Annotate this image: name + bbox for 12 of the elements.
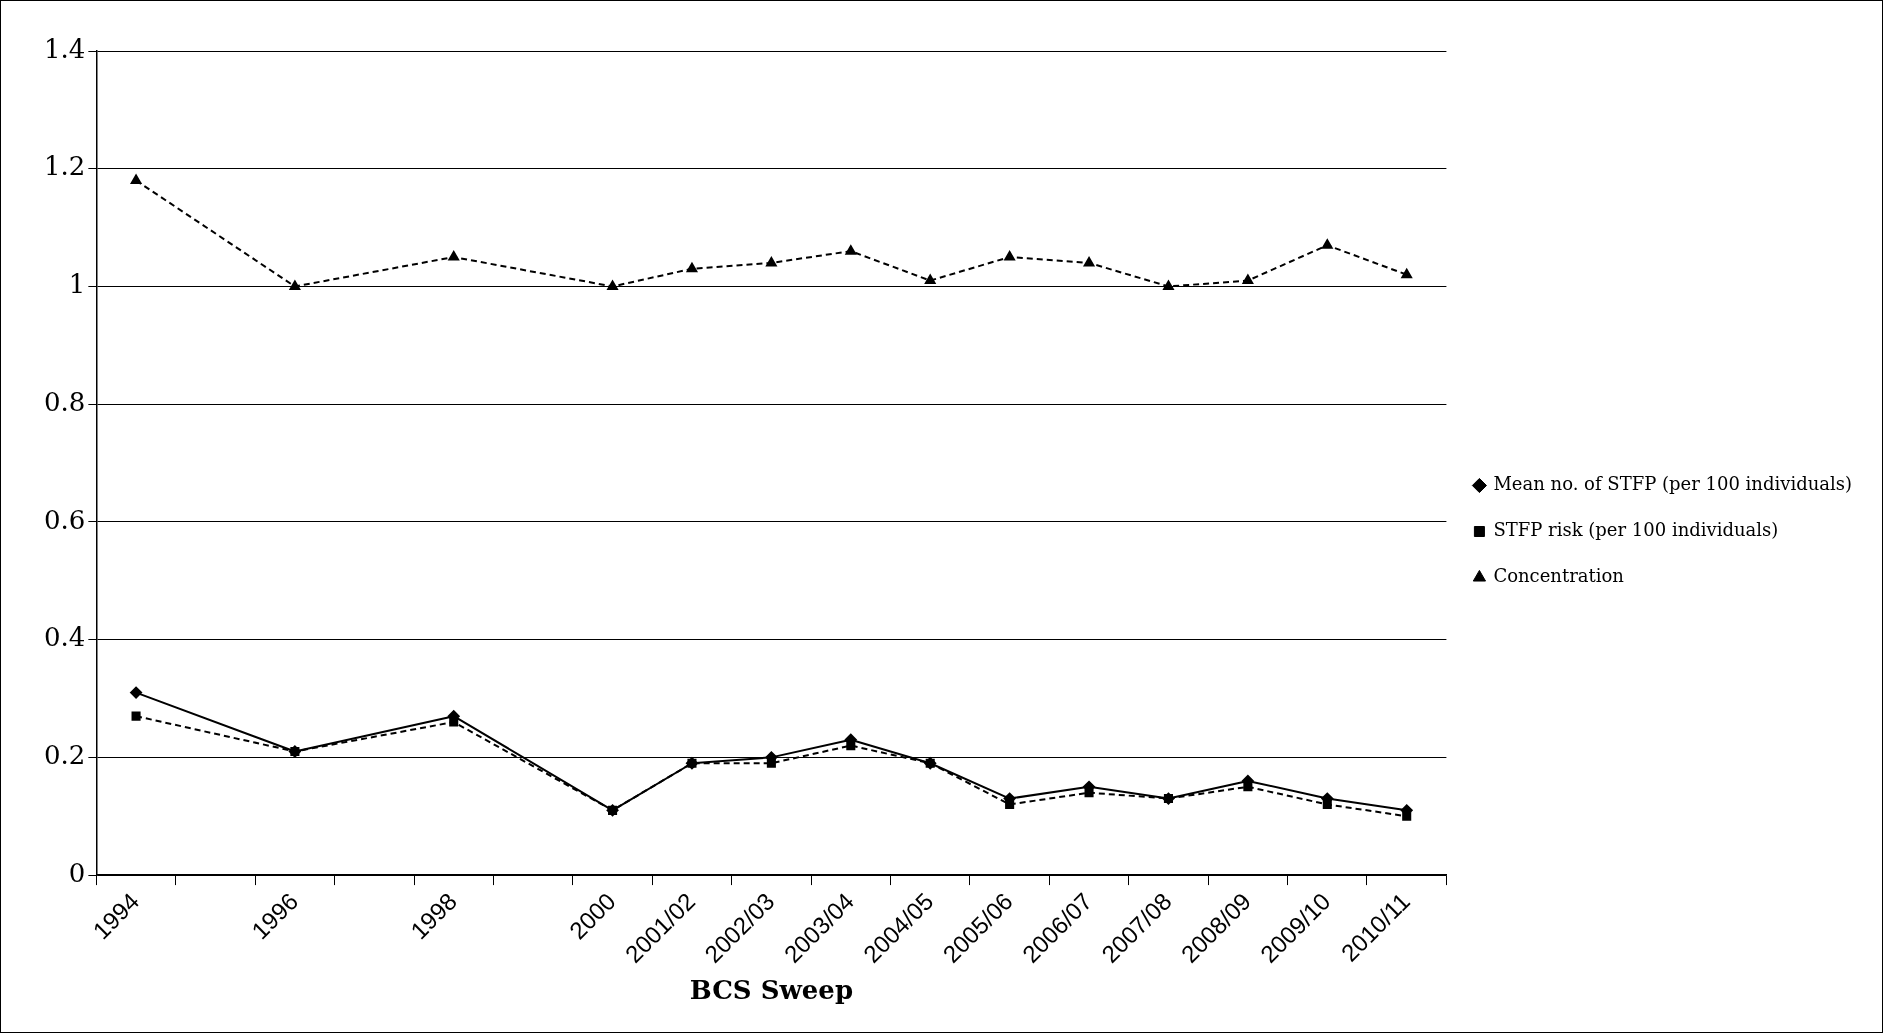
y-tick-label: 0.8 [43,386,86,417]
y-tick-label: 1.2 [43,151,86,182]
y-tick-label: 0.6 [43,504,86,535]
y-tick-label: 1 [68,269,86,300]
x-axis-title: BCS Sweep [689,975,854,1006]
y-tick-label: 0 [68,857,86,888]
legend-label: STFP risk (per 100 individuals) [1493,519,1779,541]
y-tick-label: 0.4 [43,622,86,653]
legend-label: Concentration [1493,565,1625,587]
y-tick-label: 1.4 [43,33,86,64]
y-tick-label: 0.2 [43,740,86,771]
legend-label: Mean no. of STFP (per 100 individuals) [1493,473,1853,495]
